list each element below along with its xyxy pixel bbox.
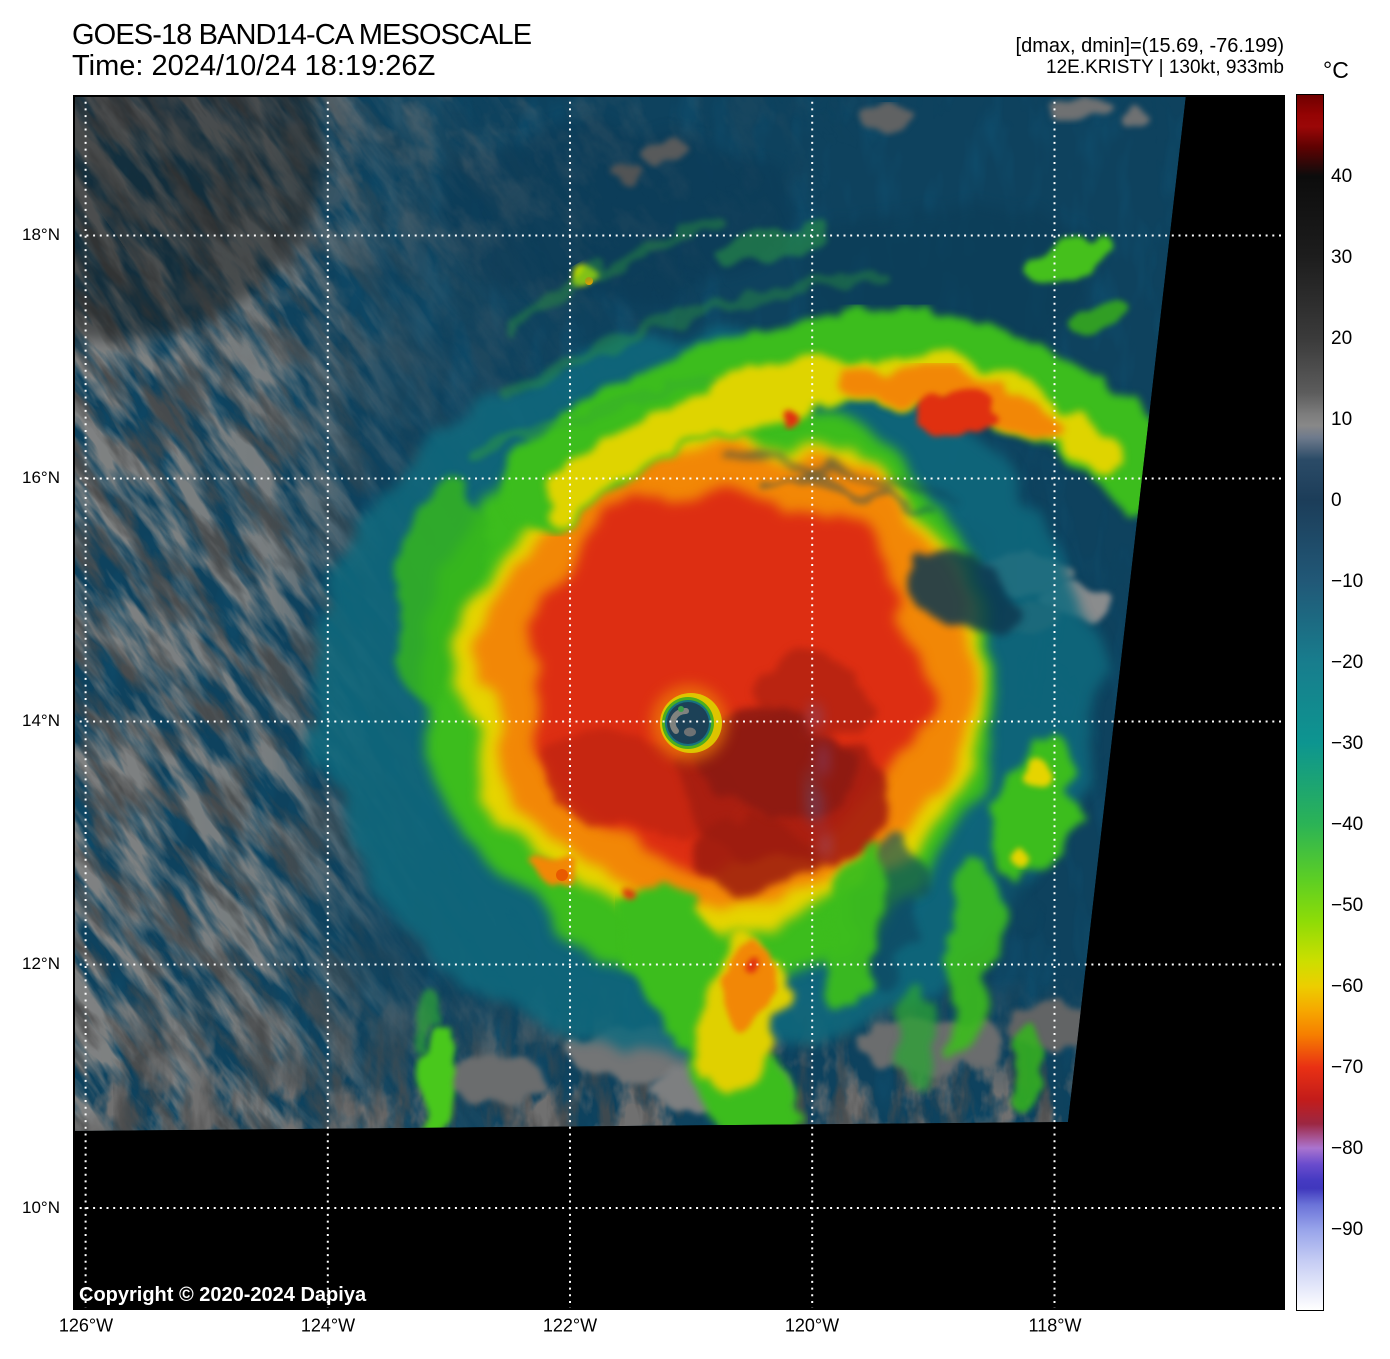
svg-text:Copyright © 2020-2024 Dapiya: Copyright © 2020-2024 Dapiya — [79, 1284, 367, 1306]
